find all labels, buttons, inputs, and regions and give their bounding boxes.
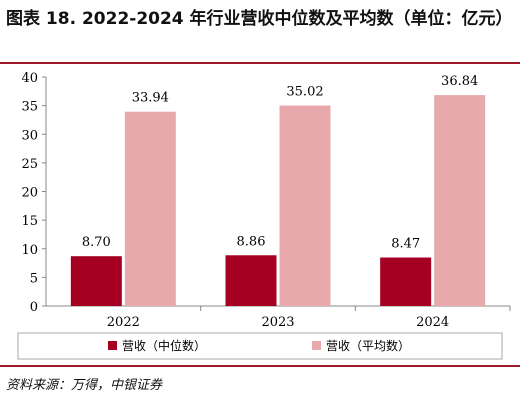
source-note: 资料来源：万得，中银证券: [6, 378, 163, 393]
data-label: 8.47: [391, 237, 420, 252]
y-tick-label: 35: [21, 100, 38, 115]
legend-swatch-mean: [312, 341, 321, 350]
bar-median: [70, 256, 122, 306]
y-tick-label: 20: [21, 186, 38, 201]
data-label: 36.84: [441, 74, 478, 89]
y-tick-label: 5: [30, 271, 38, 286]
y-tick-label: 30: [21, 128, 38, 143]
x-tick-label: 2022: [107, 315, 140, 330]
data-label: 8.70: [82, 235, 111, 250]
data-label: 35.02: [286, 85, 323, 100]
bar-median: [225, 255, 277, 306]
x-tick-label: 2024: [416, 315, 449, 330]
legend-label: 营收（平均数）: [326, 338, 410, 353]
chart-title: 图表 18. 2022-2024 年行业营收中位数及平均数（单位：亿元）: [6, 9, 513, 29]
legend-box: [17, 332, 503, 360]
bar-mean: [124, 111, 176, 306]
y-tick-label: 0: [30, 300, 38, 315]
bar-mean: [279, 105, 331, 306]
y-tick-label: 25: [21, 157, 38, 172]
data-label: 8.86: [237, 234, 266, 249]
legend-label: 营收（中位数）: [122, 338, 206, 353]
y-tick-label: 15: [21, 214, 38, 229]
bar-median: [380, 257, 432, 306]
data-label: 33.94: [132, 91, 169, 106]
y-tick-label: 40: [21, 71, 38, 86]
chart-frame: [0, 62, 520, 367]
bar-mean: [434, 95, 486, 306]
x-tick-label: 2023: [261, 315, 294, 330]
legend-swatch-median: [108, 341, 117, 350]
y-tick-label: 10: [21, 243, 38, 258]
